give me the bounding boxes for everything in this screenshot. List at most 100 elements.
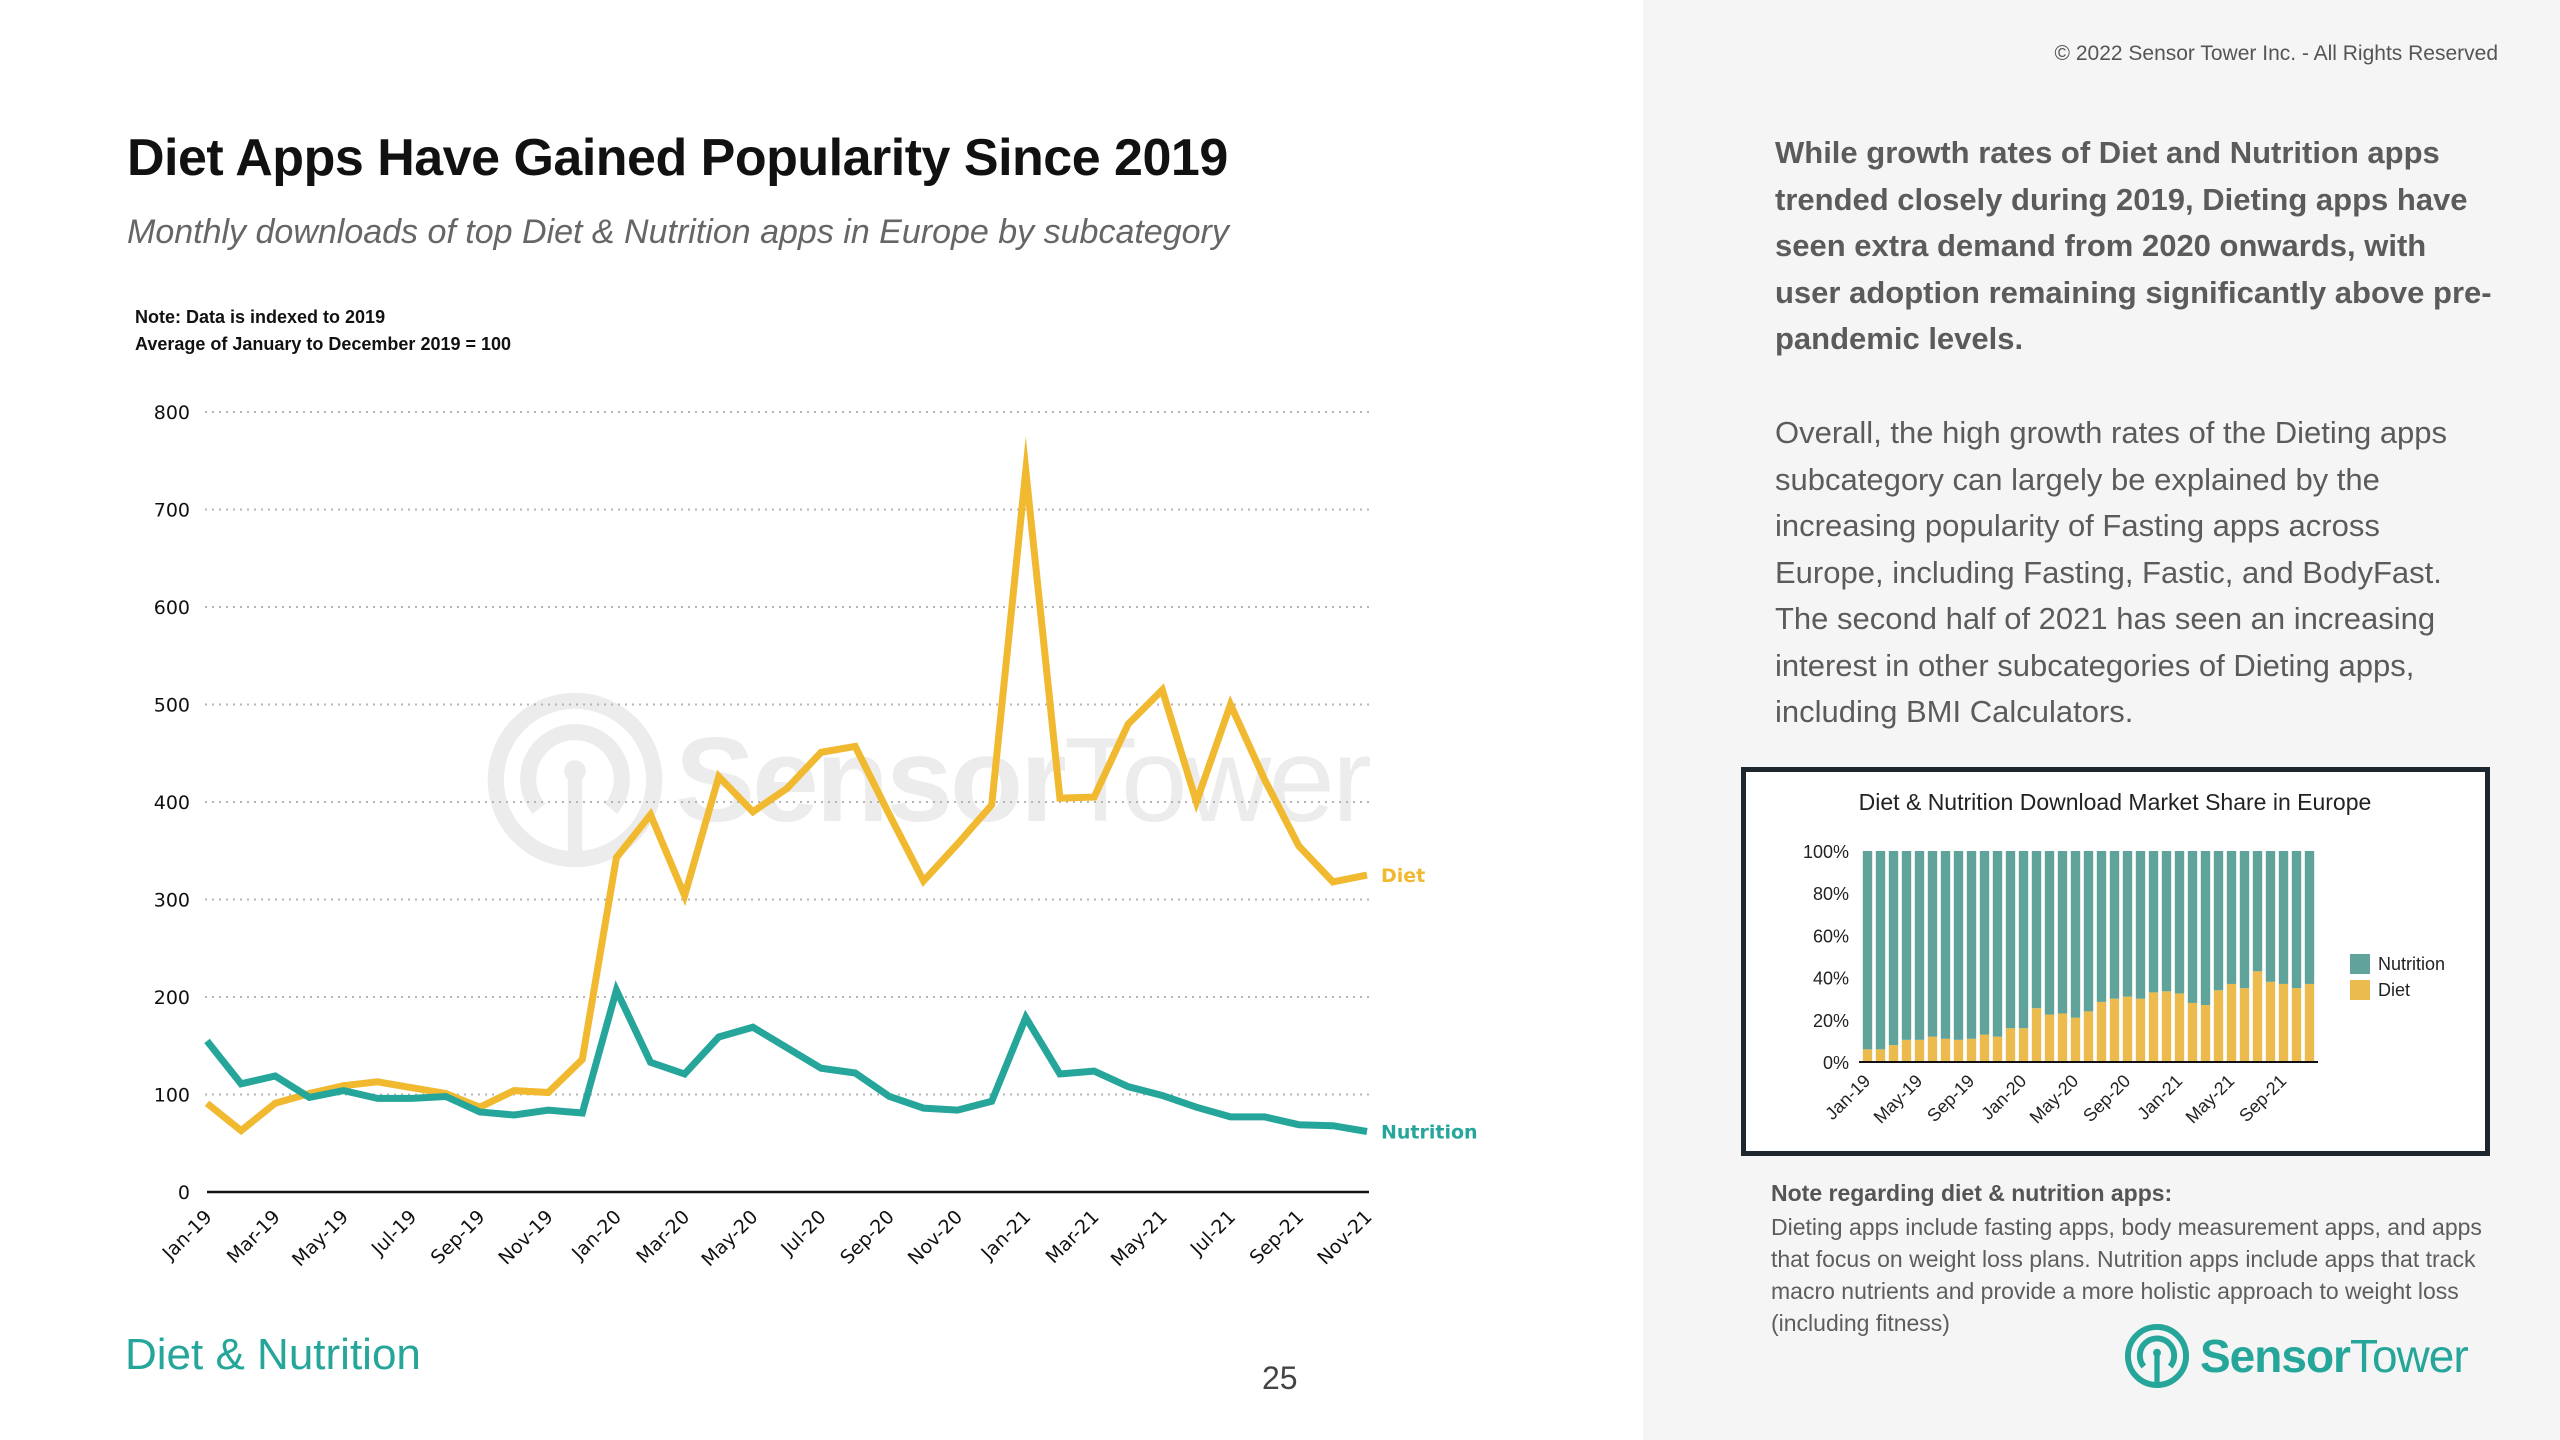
x-tick-label: Nov-20: [904, 1206, 967, 1269]
inset-y-tick-label: 80%: [1813, 884, 1849, 904]
inset-bar-nutrition: [2291, 851, 2302, 989]
x-tick-label: Mar-21: [1042, 1206, 1104, 1268]
inset-x-tick-label: Sep-20: [2079, 1071, 2134, 1126]
inset-bar-diet: [1901, 1039, 1912, 1062]
inset-bar-nutrition: [2096, 851, 2107, 1002]
inset-x-tick-label: Sep-21: [2235, 1071, 2290, 1126]
inset-x-tick-label: Jan-19: [1821, 1071, 1874, 1124]
inset-bar-nutrition: [2109, 851, 2120, 999]
y-tick-label: 600: [154, 597, 190, 619]
inset-bar-nutrition: [2135, 851, 2146, 999]
inset-bar-nutrition: [2252, 851, 2263, 972]
inset-bar-diet: [2057, 1013, 2068, 1062]
series-line-diet: [204, 436, 1368, 1136]
logo-text-regular: Tower: [2349, 1330, 2469, 1382]
inset-bar-nutrition: [2265, 851, 2276, 982]
inset-bar-diet: [2161, 991, 2172, 1062]
inset-bar-nutrition: [1940, 851, 1951, 1039]
inset-x-tick-label: Sep-19: [1923, 1071, 1978, 1126]
inset-bar-nutrition: [2161, 851, 2172, 992]
inset-bar-nutrition: [2239, 851, 2250, 989]
inset-bar-diet: [2252, 971, 2263, 1062]
inset-bar-diet: [2005, 1028, 2016, 1062]
inset-y-tick-label: 0%: [1823, 1053, 1849, 1073]
definition-note-heading: Note regarding diet & nutrition apps:: [1771, 1180, 2173, 1206]
copyright: © 2022 Sensor Tower Inc. - All Rights Re…: [2054, 42, 2498, 65]
inset-bar-diet: [1914, 1039, 1925, 1062]
inset-bar-diet: [2122, 996, 2133, 1062]
explanation-paragraph: Overall, the high growth rates of the Di…: [1775, 415, 2448, 729]
inset-y-tick-label: 100%: [1803, 842, 1849, 862]
logo-text-bold: Sensor: [2200, 1330, 2351, 1382]
sensor-tower-logo: SensorTower: [2124, 1323, 2469, 1389]
legend-swatch-nutrition: [2350, 954, 2370, 974]
market-share-inset: Diet & Nutrition Download Market Share i…: [1741, 767, 2490, 1156]
y-tick-label: 300: [154, 890, 190, 912]
x-tick-label: Jul-20: [776, 1206, 830, 1260]
inset-bar-nutrition: [2174, 851, 2185, 994]
y-tick-label: 700: [154, 500, 190, 522]
inset-bar-diet: [2070, 1017, 2081, 1062]
index-note-line1: Note: Data is indexed to 2019: [135, 307, 386, 327]
x-tick-label: Jan-19: [158, 1206, 217, 1265]
inset-bar-diet: [2200, 1005, 2211, 1062]
x-tick-label: Jan-20: [567, 1206, 626, 1265]
inset-bar-diet: [2135, 998, 2146, 1062]
left-panel: Diet Apps Have Gained Popularity Since 2…: [125, 129, 1478, 1396]
inset-bar-diet: [1953, 1039, 1964, 1062]
inset-bar-diet: [2096, 1001, 2107, 1062]
x-tick-label: Nov-21: [1313, 1206, 1376, 1269]
inset-bar-nutrition: [2044, 851, 2055, 1015]
inset-bar-diet: [1966, 1038, 1977, 1062]
inset-bar-nutrition: [2070, 851, 2081, 1018]
inset-bar-nutrition: [1888, 851, 1899, 1046]
right-panel: [1643, 0, 2560, 1440]
inset-bar-diet: [2174, 993, 2185, 1062]
definition-note-body: Dieting apps include fasting apps, body …: [1771, 1214, 2482, 1336]
inset-bar-diet: [2226, 983, 2237, 1062]
inset-bar-nutrition: [2057, 851, 2068, 1014]
inset-bar-nutrition: [1979, 851, 1990, 1035]
y-tick-label: 500: [154, 695, 190, 717]
inset-bar-diet: [2109, 998, 2120, 1062]
inset-bar-nutrition: [2083, 851, 2094, 1012]
inset-bar-diet: [2187, 1002, 2198, 1062]
inset-x-tick-label: May-19: [1870, 1071, 1927, 1128]
x-tick-label: Jul-21: [1186, 1206, 1240, 1260]
inset-bar-nutrition: [2304, 851, 2315, 984]
y-tick-label: 0: [178, 1182, 190, 1204]
inset-bar-diet: [1940, 1038, 1951, 1062]
inset-bar-nutrition: [2005, 851, 2016, 1029]
x-tick-label: Sep-19: [427, 1206, 490, 1269]
x-tick-label: May-20: [697, 1206, 762, 1271]
x-tick-label: Nov-19: [494, 1206, 557, 1269]
inset-bar-diet: [2031, 1008, 2042, 1062]
inset-bar-nutrition: [2278, 851, 2289, 984]
inset-chart-title: Diet & Nutrition Download Market Share i…: [1859, 789, 2372, 815]
inset-bar-diet: [1992, 1036, 2003, 1062]
inset-bar-nutrition: [1862, 851, 1873, 1050]
page-number: 25: [1262, 1360, 1298, 1396]
inset-bar-nutrition: [1875, 851, 1886, 1050]
index-note-line2: Average of January to December 2019 = 10…: [135, 334, 512, 354]
inset-bar-diet: [2304, 983, 2315, 1062]
inset-x-tick-label: Jan-21: [2133, 1071, 2186, 1124]
logo-text: SensorTower: [2200, 1329, 2469, 1383]
series-label-diet: Diet: [1381, 865, 1425, 887]
x-tick-label: May-19: [288, 1206, 353, 1271]
index-note: Note: Data is indexed to 2019 Average of…: [135, 304, 511, 358]
inset-bar-nutrition: [1953, 851, 1964, 1040]
inset-bar-nutrition: [1966, 851, 1977, 1039]
y-tick-label: 200: [154, 987, 190, 1009]
y-tick-label: 100: [154, 1085, 190, 1107]
inset-bar-diet: [2213, 990, 2224, 1062]
footer-category: Diet & Nutrition: [125, 1330, 421, 1379]
inset-x-tick-label: May-21: [2182, 1071, 2239, 1128]
x-tick-label: Sep-21: [1245, 1206, 1308, 1269]
x-tick-label: Mar-19: [223, 1206, 285, 1268]
inset-bar-diet: [1927, 1036, 1938, 1062]
x-tick-label: Sep-20: [836, 1206, 899, 1269]
x-tick-label: Mar-20: [632, 1206, 694, 1268]
inset-bar-diet: [2083, 1011, 2094, 1062]
